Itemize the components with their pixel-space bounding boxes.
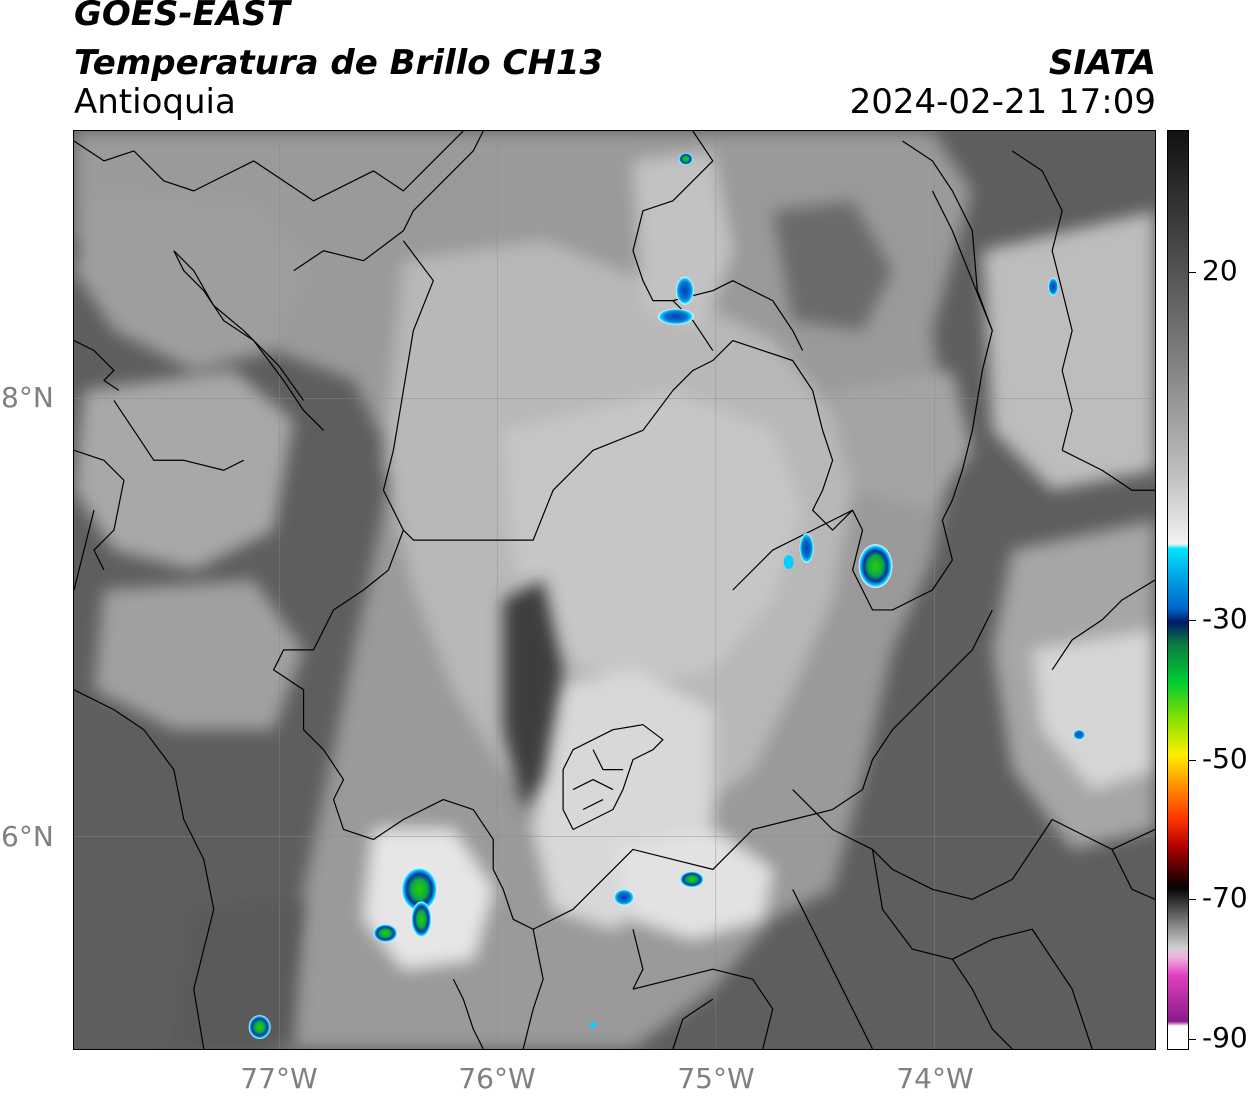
cell-south-west [373, 924, 398, 943]
cell-northeast [1048, 277, 1059, 296]
lat-label-6n: 6°N [1, 820, 54, 853]
datetime-label: 2024-02-21 17:09 [849, 82, 1156, 122]
colorbar-label-minus70: -70 [1202, 881, 1248, 914]
region-label: Antioquia [74, 82, 236, 122]
cell-south-main [401, 867, 438, 912]
cell-east-main [858, 544, 893, 589]
cell-south-east [679, 871, 704, 888]
map-grid [74, 131, 1155, 1049]
colorbar-label-minus90: -90 [1202, 1021, 1248, 1054]
cell-east-1 [799, 533, 814, 564]
cell-north-1 [678, 152, 693, 165]
lat-label-8n: 8°N [1, 381, 54, 414]
lon-label-76w: 76°W [458, 1062, 536, 1095]
temperature-colorbar [1167, 130, 1189, 1050]
cell-south-tiny [590, 1022, 597, 1029]
cell-south-center [614, 889, 634, 906]
boundary-lines [74, 131, 1155, 1049]
lon-label-77w: 77°W [240, 1062, 318, 1095]
convective-cells [248, 152, 1086, 1040]
colorbar-label-20: 20 [1202, 254, 1238, 287]
cell-south-main-tail [411, 901, 432, 938]
brand-label: SIATA [1048, 43, 1156, 83]
cell-east-2 [783, 555, 794, 570]
cell-south-corner [248, 1015, 271, 1040]
cell-north-3 [657, 308, 694, 325]
satellite-title: GOES-EAST [74, 0, 290, 34]
lon-label-74w: 74°W [896, 1062, 974, 1095]
lon-label-75w: 75°W [677, 1062, 755, 1095]
cell-north-2 [675, 276, 694, 305]
product-title: Temperatura de Brillo CH13 [74, 43, 604, 83]
cell-far-east [1073, 729, 1086, 740]
colorbar-label-minus30: -30 [1202, 602, 1248, 635]
colorbar-label-minus50: -50 [1202, 742, 1248, 775]
satellite-map [73, 130, 1156, 1050]
